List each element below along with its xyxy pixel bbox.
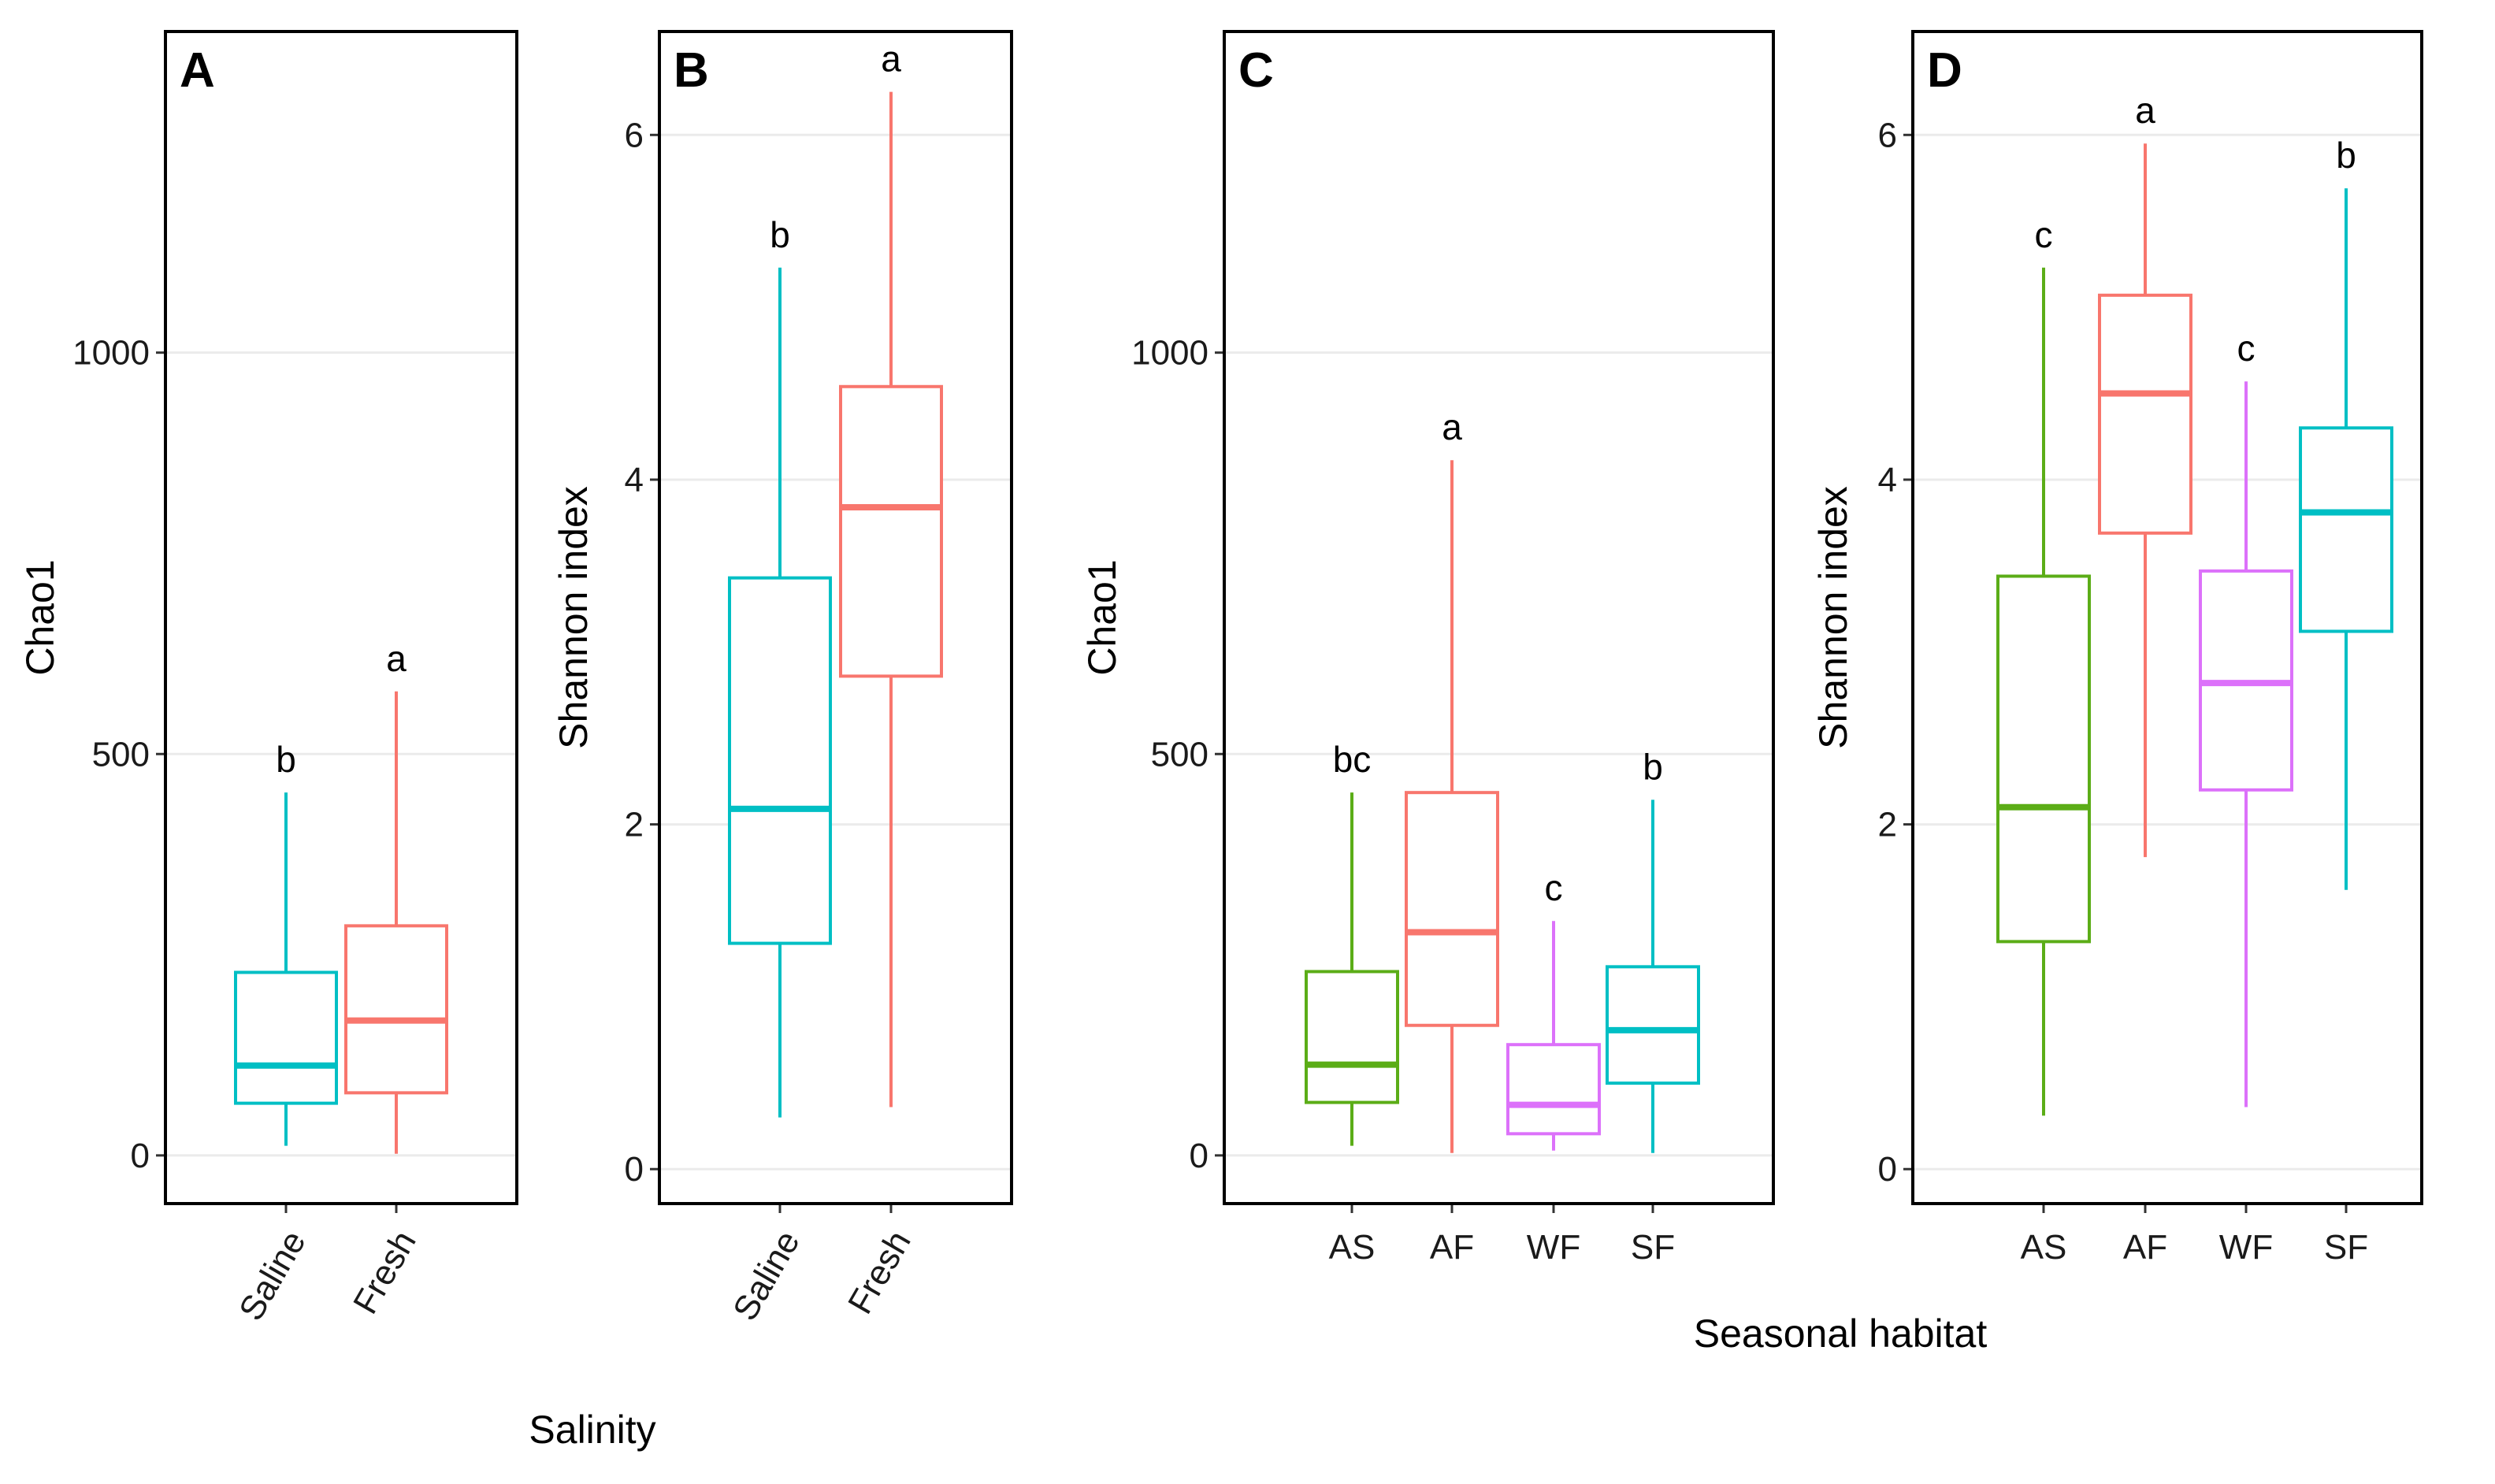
x-tick-label: SF <box>1631 1228 1675 1267</box>
significance-letter: b <box>2336 135 2356 176</box>
box-saline: b <box>728 214 832 1118</box>
panel-label: C <box>1238 43 1274 98</box>
x-tick-label: Saline <box>726 1224 808 1326</box>
box-iqr <box>839 384 943 678</box>
x-tick-label: AS <box>2021 1228 2067 1267</box>
panel-frame <box>658 30 1013 1205</box>
y-tick-label: 0 <box>1878 1150 1897 1189</box>
y-tick-label: 2 <box>1878 806 1897 844</box>
x-tick-label: Saline <box>232 1224 314 1326</box>
box-fresh: a <box>344 638 448 1154</box>
panels-layer: 0 500 1000 Chao1 b a Saline Fresh A 0 2 4 6 Shannon i… <box>18 30 2423 1327</box>
y-axis-title: Chao1 <box>18 559 62 675</box>
box-iqr <box>344 924 448 1095</box>
x-tick-label: AF <box>2123 1228 2167 1267</box>
box-iqr <box>2098 293 2192 535</box>
panel-background <box>659 32 1012 1204</box>
y-tick-label: 500 <box>1151 735 1209 774</box>
panel-label: B <box>674 43 709 98</box>
y-axis-title: Chao1 <box>1080 559 1124 675</box>
box-wf: c <box>2199 328 2293 1107</box>
box-af: a <box>2098 90 2192 858</box>
box-as: c <box>1996 214 2091 1116</box>
box-iqr <box>1606 965 1700 1085</box>
panel-label: D <box>1927 43 1962 98</box>
panel-d: 0 2 4 6 Shannon index c a c b AS AF WF SF D <box>1811 30 2423 1267</box>
panel-frame <box>1223 30 1775 1205</box>
box-iqr <box>2299 426 2393 633</box>
significance-letter: a <box>1442 406 1462 447</box>
box-wf: c <box>1506 867 1601 1151</box>
y-tick-label: 4 <box>1878 461 1897 499</box>
x-tick-label: AS <box>1329 1228 1376 1267</box>
significance-letter: bc <box>1333 739 1372 780</box>
significance-letter: c <box>2237 328 2256 369</box>
panel-c: 0 500 1000 Chao1 bc a c b AS AF WF SF C <box>1080 30 1775 1267</box>
panel-label: A <box>180 43 215 98</box>
y-tick-label: 0 <box>1190 1137 1209 1175</box>
box-saline: b <box>234 739 338 1146</box>
box-iqr <box>1405 791 1499 1027</box>
significance-letter: c <box>1545 867 1563 908</box>
panel-background <box>165 32 517 1204</box>
y-tick-label: 1000 <box>72 334 150 373</box>
panel-frame <box>1911 30 2423 1205</box>
y-tick-label: 2 <box>625 806 644 844</box>
box-iqr <box>1996 574 2091 944</box>
panel-a: 0 500 1000 Chao1 b a Saline Fresh A <box>18 30 518 1327</box>
x-tick-label: WF <box>1527 1228 1580 1267</box>
group-title-salinity: Salinity <box>529 1408 655 1452</box>
x-tick-label: Fresh <box>841 1224 919 1320</box>
box-sf: b <box>1606 746 1700 1153</box>
panel-b: 0 2 4 6 Shannon index b a Saline Fresh B <box>551 30 1013 1327</box>
y-tick-label: 0 <box>625 1150 644 1189</box>
x-tick-label: AF <box>1430 1228 1474 1267</box>
box-as: bc <box>1305 739 1399 1146</box>
y-tick-label: 1000 <box>1131 334 1209 373</box>
y-tick-label: 6 <box>625 116 644 154</box>
box-iqr <box>1305 970 1399 1104</box>
y-tick-label: 6 <box>1878 116 1897 154</box>
y-axis-title: Shannon index <box>1811 486 1855 749</box>
group-title-seasonal: Seasonal habitat <box>1694 1311 1988 1356</box>
box-sf: b <box>2299 135 2393 890</box>
y-axis-title: Shannon index <box>551 486 596 749</box>
significance-letter: a <box>2135 90 2155 131</box>
significance-letter: b <box>770 214 790 255</box>
y-tick-label: 500 <box>92 735 150 774</box>
significance-letter: b <box>276 739 296 780</box>
x-tick-label: SF <box>2324 1228 2368 1267</box>
significance-letter: a <box>881 39 901 80</box>
x-tick-label: WF <box>2219 1228 2273 1267</box>
y-tick-label: 4 <box>625 461 644 499</box>
significance-letter: c <box>2035 214 2053 255</box>
x-tick-label: Fresh <box>346 1224 424 1320</box>
significance-letter: a <box>386 638 407 679</box>
box-iqr <box>234 970 338 1105</box>
y-tick-label: 0 <box>131 1137 150 1175</box>
box-fresh: a <box>839 39 943 1107</box>
significance-letter: b <box>1643 746 1663 787</box>
panel-frame <box>164 30 518 1205</box>
box-af: a <box>1405 406 1499 1153</box>
box-iqr <box>728 576 832 945</box>
box-iqr <box>1506 1043 1601 1136</box>
